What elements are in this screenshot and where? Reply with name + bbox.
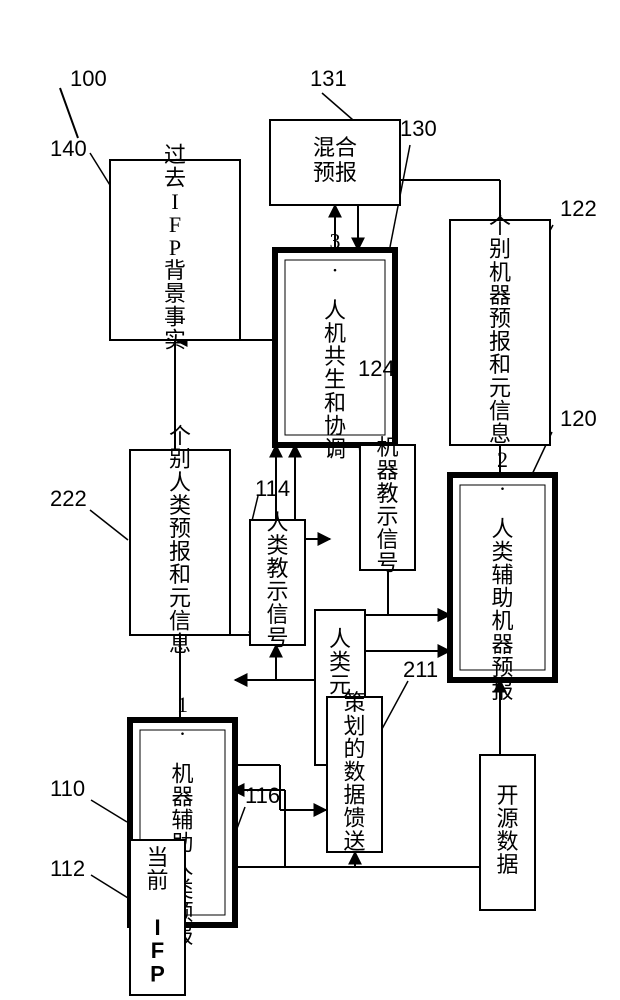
- svg-text:机器教示信号: 机器教示信号: [376, 435, 398, 576]
- nodes-layer: 100 140 过去IFP背景事实 131 混合预报 130 3. 人机共生和协调 222 个别…: [50, 66, 597, 995]
- node-box130: 3. 人机共生和协调: [275, 229, 395, 462]
- ref-130: 130: [400, 116, 437, 141]
- ref-120: 120: [560, 406, 597, 431]
- ref-122: 122: [560, 196, 597, 221]
- svg-text:个别人类预报和元信息: 个别人类预报和元信息: [169, 424, 191, 657]
- svg-text:开源数据: 开源数据: [496, 783, 518, 877]
- node-box120: 2. 人类辅助机器预报: [450, 447, 555, 703]
- ref-114: 114: [255, 476, 290, 501]
- ref-100: 100: [70, 66, 107, 91]
- ref-112: 112: [50, 856, 85, 881]
- node-box140: 过去IFP背景事实: [110, 143, 240, 353]
- ref-131: 131: [310, 66, 347, 91]
- svg-text:策划的数据馈送: 策划的数据馈送: [343, 690, 365, 854]
- node-box_open: 开源数据: [480, 755, 535, 910]
- svg-text:人类教示信号: 人类教示信号: [266, 510, 288, 651]
- svg-text:混合预报: 混合预报: [313, 135, 357, 185]
- flow-diagram: 100 140 过去IFP背景事实 131 混合预报 130 3. 人机共生和协调 222 个别…: [0, 0, 620, 1000]
- ref-222: 222: [50, 486, 87, 511]
- node-box211: 策划的数据馈送: [327, 690, 382, 854]
- ref-140: 140: [50, 136, 87, 161]
- ref-124: 124: [358, 356, 395, 381]
- node-box222: 个别人类预报和元信息: [130, 424, 230, 657]
- node-box131: 混合预报: [270, 120, 400, 205]
- ref-110: 110: [50, 776, 85, 801]
- node-box114: 人类教示信号: [250, 510, 305, 651]
- ref-211: 211: [403, 657, 438, 682]
- ref-116: 116: [245, 783, 280, 808]
- node-box112: 当前 IFP: [130, 840, 185, 995]
- svg-text:个别机器预报和元信息: 个别机器预报和元信息: [489, 214, 511, 447]
- node-box122: 个别机器预报和元信息: [450, 214, 550, 447]
- node-box124: 机器教示信号: [360, 435, 415, 576]
